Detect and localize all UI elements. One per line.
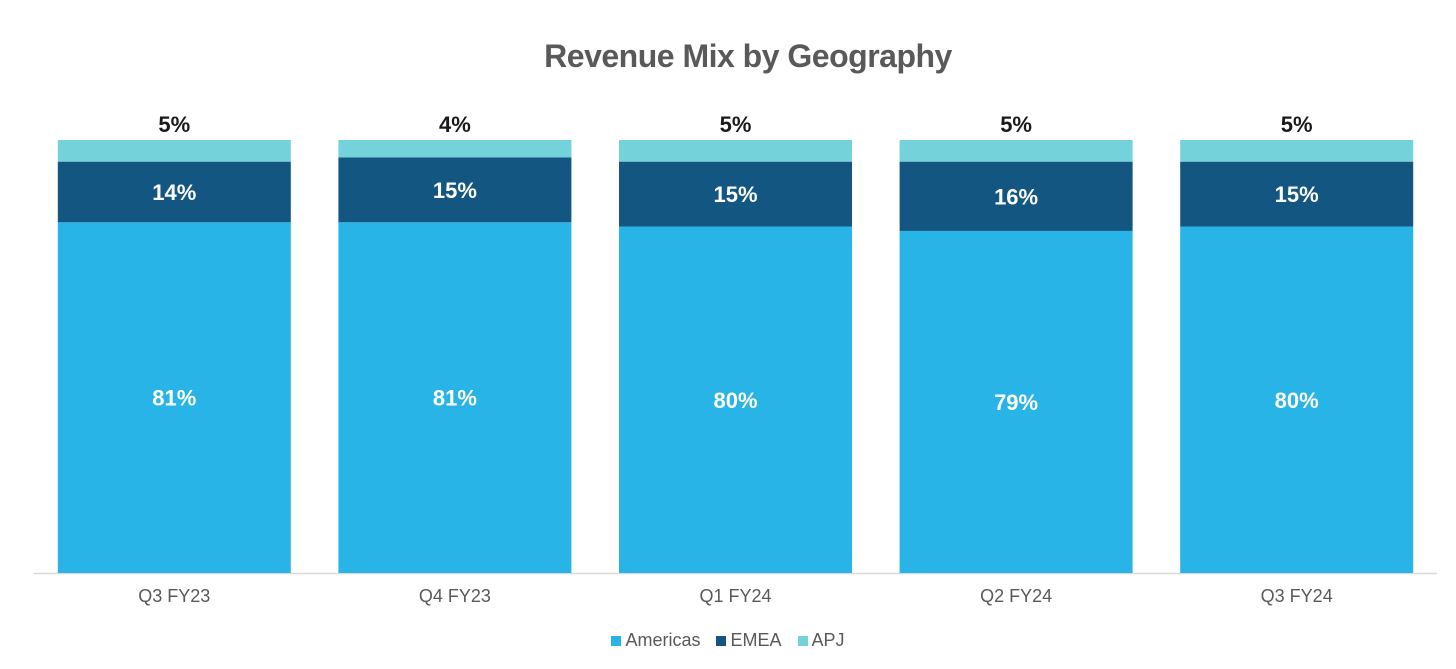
bar-segment-emea-3 <box>619 161 852 227</box>
legend-item-apj: APJ <box>797 630 845 651</box>
legend-swatch-emea <box>716 635 727 646</box>
data-label-apj-2: 4% <box>439 112 471 137</box>
bar-segment-americas-1 <box>57 222 291 573</box>
data-label-emea-2: 15% <box>433 178 477 203</box>
data-label-emea-3: 15% <box>713 182 757 207</box>
legend-swatch-apj <box>797 635 808 646</box>
bar-segment-emea-2 <box>338 157 572 223</box>
data-label-americas-3: 80% <box>713 388 757 413</box>
legend-item-emea: EMEA <box>716 630 782 651</box>
bar-segment-apj-2 <box>338 140 572 158</box>
legend-item-americas: Americas <box>611 630 700 651</box>
bar-segment-apj-4 <box>899 140 1133 162</box>
data-label-americas-1: 81% <box>152 386 196 411</box>
x-tick-label-2: Q4 FY23 <box>419 586 491 606</box>
data-label-apj-4: 5% <box>1000 112 1032 137</box>
bar-segment-apj-1 <box>57 140 291 162</box>
data-label-americas-4: 79% <box>994 390 1038 415</box>
legend-label-apj: APJ <box>811 630 845 650</box>
bar-segment-apj-5 <box>1180 140 1414 162</box>
bar-segment-americas-5 <box>1180 226 1414 573</box>
data-label-emea-5: 15% <box>1275 182 1319 207</box>
bar-segment-apj-3 <box>619 140 852 162</box>
data-label-americas-2: 81% <box>433 386 477 411</box>
data-label-emea-4: 16% <box>994 184 1038 209</box>
bar-segment-americas-4 <box>899 230 1133 573</box>
x-tick-label-5: Q3 FY24 <box>1261 586 1333 606</box>
legend-swatch-americas <box>611 635 622 646</box>
bar-segment-emea-1 <box>57 161 291 223</box>
bar-segment-emea-4 <box>899 161 1133 231</box>
data-label-americas-5: 80% <box>1275 388 1319 413</box>
data-label-apj-5: 5% <box>1281 112 1313 137</box>
x-tick-label-3: Q1 FY24 <box>699 586 771 606</box>
data-label-emea-1: 14% <box>152 180 196 205</box>
bar-segment-americas-2 <box>338 222 572 573</box>
chart-legend: Americas EMEA APJ <box>0 630 1456 651</box>
data-label-apj-3: 5% <box>720 112 752 137</box>
bar-segment-emea-5 <box>1180 161 1414 227</box>
legend-label-emea: EMEA <box>730 630 782 650</box>
legend-label-americas: Americas <box>625 630 701 650</box>
x-tick-label-1: Q3 FY23 <box>138 586 210 606</box>
bar-segment-americas-3 <box>619 226 852 573</box>
data-label-apj-1: 5% <box>158 112 190 137</box>
x-tick-label-4: Q2 FY24 <box>980 586 1052 606</box>
chart-title: Revenue Mix by Geography <box>544 38 952 74</box>
